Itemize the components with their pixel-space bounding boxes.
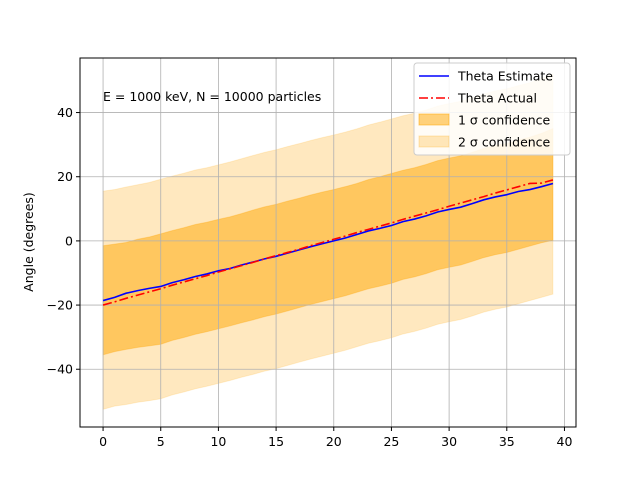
axes-frame bbox=[79, 57, 577, 428]
legend-label: Theta Estimate bbox=[457, 69, 553, 84]
x-tick-label: 20 bbox=[326, 434, 342, 449]
x-tick-label: 25 bbox=[383, 434, 399, 449]
legend-swatch bbox=[418, 113, 450, 126]
ticks: 0 5 10 15 20 25 30 35 40 −40 −20 0 20 40 bbox=[47, 105, 573, 449]
x-tick-label: 0 bbox=[99, 434, 107, 449]
legend-label: 2 σ confidence bbox=[458, 135, 551, 150]
x-tick-label: 30 bbox=[441, 434, 457, 449]
y-axis-label: Angle (degrees) bbox=[21, 192, 36, 292]
legend-label: 1 σ confidence bbox=[458, 113, 551, 128]
y-tick-label: 20 bbox=[57, 169, 73, 184]
y-tick-label: 0 bbox=[65, 233, 73, 248]
series-line-theta-estimate bbox=[102, 182, 554, 302]
y-tick-label: −20 bbox=[47, 298, 73, 313]
series-lines bbox=[102, 179, 554, 306]
x-tick-label: 5 bbox=[157, 434, 165, 449]
annotation: E = 1000 keV, N = 10000 particles bbox=[103, 89, 321, 104]
legend-box bbox=[413, 62, 571, 156]
x-tick-label: 10 bbox=[210, 434, 226, 449]
x-tick-label: 35 bbox=[499, 434, 515, 449]
legend-swatch bbox=[418, 135, 450, 148]
axes bbox=[79, 57, 577, 428]
y-tick-label: −40 bbox=[47, 362, 73, 377]
x-tick-label: 40 bbox=[557, 434, 573, 449]
legend-label: Theta Actual bbox=[457, 91, 537, 106]
x-tick-label: 15 bbox=[268, 434, 284, 449]
y-tick-label: 40 bbox=[57, 105, 73, 120]
series-line-theta-actual bbox=[102, 179, 554, 306]
grid bbox=[80, 58, 576, 427]
legend: Theta Estimate Theta Actual 1 σ confidence… bbox=[413, 62, 571, 156]
